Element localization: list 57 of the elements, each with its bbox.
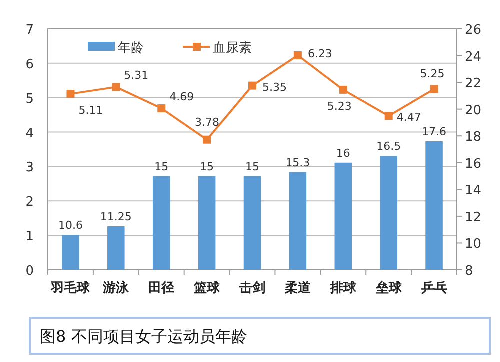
caption: 图8 不同项目女子运动员年龄 [40, 327, 248, 346]
y2-tick-label: 10 [465, 237, 482, 252]
data-label: 5.31 [124, 69, 149, 82]
point [339, 86, 348, 94]
point [112, 83, 120, 92]
legend-label: 年龄 [118, 41, 144, 56]
y-tick-label: 6 [26, 57, 34, 72]
point [203, 136, 212, 144]
x-tick-label: 排球 [329, 280, 358, 296]
y2-tick-label: 8 [465, 264, 474, 279]
y-tick-label: 7 [26, 23, 34, 38]
data-label: 10.6 [58, 219, 83, 232]
legend-label: 血尿素 [213, 41, 252, 56]
x-tick-label: 篮球 [193, 280, 222, 296]
data-label: 15.3 [286, 156, 310, 170]
data-label: 15 [154, 160, 169, 174]
data-label: 15 [200, 160, 214, 174]
data-label: 17.6 [422, 125, 447, 138]
data-label: 15 [246, 160, 260, 174]
data-label: 4.69 [170, 90, 194, 104]
point [158, 104, 166, 113]
x-tick-label: 乒乓 [420, 280, 448, 296]
y2-tick-label: 16 [465, 156, 482, 172]
x-tick-label: 游泳 [102, 280, 130, 296]
y-tick-label: 4 [26, 126, 34, 142]
x-tick-label: 羽毛球 [50, 280, 92, 296]
point [248, 82, 256, 90]
data-label: 3.78 [195, 116, 220, 129]
y2-tick-label: 20 [465, 103, 482, 118]
y2-tick-label: 26 [465, 23, 482, 38]
x-tick-label: 击剑 [238, 281, 266, 296]
point [430, 85, 438, 94]
data-label: 5.35 [262, 80, 287, 94]
data-label: 6.23 [308, 48, 332, 61]
data-label: 5.25 [420, 67, 445, 80]
x-tick-label: 垒球 [374, 280, 403, 296]
y-tick-label: 2 [26, 195, 34, 210]
y2-tick-label: 22 [465, 76, 482, 92]
data-label: 16.5 [376, 140, 402, 154]
y2-tick-label: 18 [465, 130, 482, 146]
data-label: 11.25 [100, 210, 132, 224]
data-label: 5.23 [327, 100, 352, 113]
y-tick-label: 1 [26, 230, 34, 245]
x-tick-label: 田径 [148, 281, 175, 296]
y2-tick-label: 14 [465, 184, 482, 199]
point [294, 52, 302, 60]
y-tick-label: 3 [26, 160, 34, 176]
data-label: 16 [336, 146, 350, 160]
point [66, 90, 75, 98]
data-label: 5.11 [78, 104, 104, 118]
data-label: 4.47 [396, 111, 422, 124]
y2-tick-label: 12 [465, 210, 482, 226]
point [384, 112, 393, 120]
y-tick-label: 0 [26, 264, 34, 279]
y2-tick-label: 24 [465, 50, 482, 65]
y-tick-label: 5 [26, 92, 34, 107]
x-tick-label: 柔道 [284, 281, 312, 296]
